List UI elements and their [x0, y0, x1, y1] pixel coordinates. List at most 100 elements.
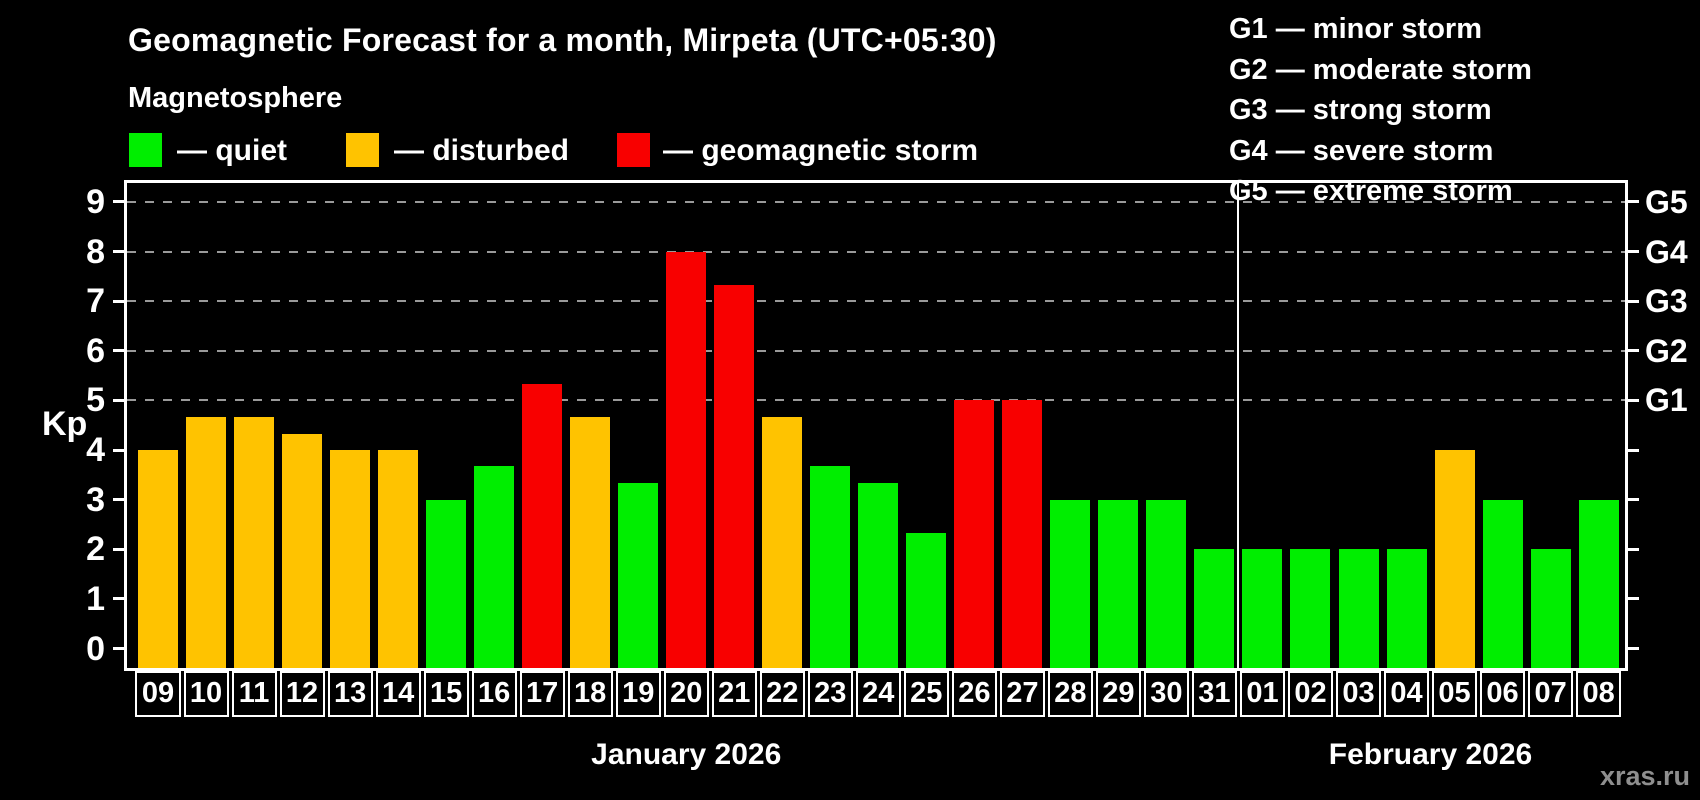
- day-label-27: 27: [999, 671, 1045, 717]
- y-tick-label-7: 7: [86, 282, 105, 321]
- kp-bar-15: [426, 499, 467, 668]
- plot-top-border: [124, 180, 1628, 183]
- kp-bar-14: [378, 450, 419, 668]
- kp-bar-22: [762, 416, 803, 668]
- kp-bar-06: [1482, 499, 1523, 668]
- g-axis-label-G1: G1: [1645, 382, 1688, 419]
- y-tick-right-0: [1628, 647, 1639, 651]
- kp-bar-21: [714, 284, 755, 668]
- kp-bar-31: [1194, 549, 1235, 668]
- y-tick-left-7: [113, 299, 124, 303]
- y-tick-left-0: [113, 647, 124, 651]
- kp-bar-30: [1146, 499, 1187, 668]
- day-label-17: 17: [519, 671, 565, 717]
- day-label-12: 12: [279, 671, 325, 717]
- y-tick-left-3: [113, 498, 124, 502]
- kp-bar-05: [1434, 450, 1475, 668]
- kp-bar-07: [1530, 549, 1571, 668]
- y-tick-label-2: 2: [86, 530, 105, 569]
- kp-bar-28: [1050, 499, 1091, 668]
- gridline-kp9: [127, 200, 1625, 203]
- day-label-05: 05: [1432, 671, 1478, 717]
- day-label-31: 31: [1191, 671, 1237, 717]
- page-title: Geomagnetic Forecast for a month, Mirpet…: [128, 22, 997, 58]
- kp-bar-29: [1098, 499, 1139, 668]
- day-label-08: 08: [1576, 671, 1622, 717]
- y-tick-right-1: [1628, 597, 1639, 601]
- kp-bar-18: [570, 416, 611, 668]
- day-label-03: 03: [1335, 671, 1381, 717]
- gridline-kp5: [127, 399, 1625, 402]
- day-label-28: 28: [1047, 671, 1093, 717]
- kp-bar-12: [282, 433, 323, 668]
- day-label-10: 10: [183, 671, 229, 717]
- month-label-1: February 2026: [1328, 738, 1533, 771]
- kp-bar-20: [666, 251, 707, 668]
- g-axis-label-G5: G5: [1645, 183, 1688, 220]
- g-scale-legend-line-4: G4 — severe storm: [1229, 134, 1494, 167]
- kp-bar-13: [330, 450, 371, 668]
- y-tick-label-6: 6: [86, 331, 105, 370]
- y-axis-right-line: [1625, 180, 1628, 671]
- legend-label-disturbed: — disturbed: [394, 134, 570, 167]
- day-label-09: 09: [135, 671, 181, 717]
- day-label-14: 14: [375, 671, 421, 717]
- legend-swatch-quiet: [129, 133, 162, 167]
- kp-bar-02: [1290, 549, 1331, 668]
- day-label-26: 26: [951, 671, 997, 717]
- y-tick-left-9: [113, 200, 124, 204]
- day-label-02: 02: [1287, 671, 1333, 717]
- y-tick-left-6: [113, 349, 124, 353]
- g-axis-label-G3: G3: [1645, 283, 1688, 320]
- day-label-23: 23: [807, 671, 853, 717]
- y-tick-right-8: [1628, 250, 1639, 253]
- kp-bar-09: [138, 450, 178, 668]
- kp-bar-25: [906, 532, 947, 668]
- watermark: xras.ru: [1599, 761, 1690, 791]
- chart-subtitle: Magnetosphere: [128, 82, 343, 114]
- g-axis-label-G2: G2: [1645, 332, 1688, 369]
- kp-bar-04: [1386, 549, 1427, 668]
- gridline-kp7: [127, 300, 1625, 303]
- kp-bar-27: [1002, 400, 1043, 668]
- kp-bar-24: [858, 483, 899, 668]
- legend-swatch-disturbed: [346, 133, 379, 167]
- y-tick-right-9: [1628, 200, 1639, 204]
- y-tick-right-3: [1628, 498, 1639, 502]
- y-tick-left-8: [113, 250, 124, 253]
- kp-bar-23: [810, 466, 851, 668]
- day-label-29: 29: [1095, 671, 1141, 717]
- y-tick-right-5: [1628, 398, 1639, 402]
- y-tick-left-4: [113, 448, 124, 452]
- gridline-kp6: [127, 349, 1625, 352]
- day-label-18: 18: [567, 671, 613, 717]
- g-scale-legend-line-3: G3 — strong storm: [1229, 94, 1492, 126]
- y-tick-label-5: 5: [86, 381, 105, 420]
- kp-bar-03: [1338, 549, 1379, 668]
- day-label-13: 13: [327, 671, 373, 717]
- kp-bar-01: [1242, 549, 1283, 668]
- gridline-kp8: [127, 250, 1625, 253]
- y-tick-right-7: [1628, 299, 1639, 303]
- y-tick-left-5: [113, 398, 124, 402]
- day-label-24: 24: [855, 671, 901, 717]
- day-label-15: 15: [423, 671, 469, 717]
- y-tick-label-8: 8: [86, 232, 105, 271]
- day-label-04: 04: [1384, 671, 1430, 717]
- month-label-0: January 2026: [591, 738, 782, 771]
- legend-swatch-storm: [617, 133, 650, 167]
- legend-label-storm: — geomagnetic storm: [663, 134, 979, 167]
- g-scale-legend-line-1: G1 — minor storm: [1229, 13, 1482, 45]
- y-tick-right-2: [1628, 547, 1639, 551]
- day-label-30: 30: [1143, 671, 1189, 717]
- kp-bar-16: [474, 466, 515, 668]
- y-tick-label-9: 9: [86, 182, 105, 221]
- day-label-07: 07: [1528, 671, 1574, 717]
- y-tick-right-4: [1628, 448, 1639, 452]
- day-label-22: 22: [759, 671, 805, 717]
- y-tick-left-1: [113, 597, 124, 601]
- x-axis-line: [124, 668, 1628, 671]
- kp-bar-19: [618, 483, 659, 668]
